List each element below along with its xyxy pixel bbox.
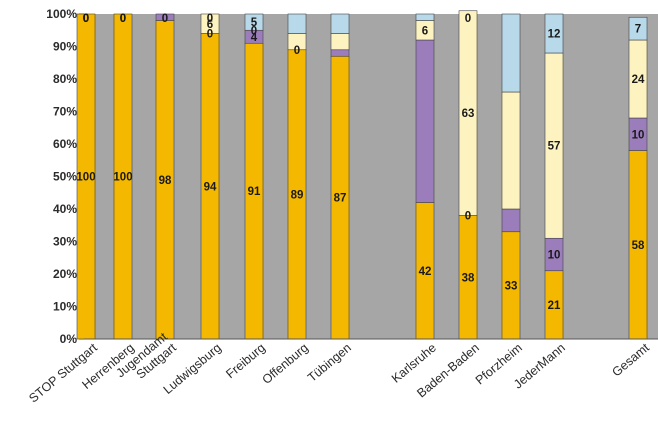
data-label: 98 <box>159 175 172 187</box>
data-label: 12 <box>548 29 561 41</box>
bars <box>76 10 648 340</box>
data-label: 4 <box>251 32 258 44</box>
data-label: 58 <box>632 240 645 252</box>
data-label: 0 <box>162 13 168 25</box>
bar-segment <box>330 13 350 34</box>
data-label: 5 <box>251 17 258 29</box>
y-tick-label: 90% <box>53 40 77 54</box>
y-tick-label: 40% <box>53 202 77 216</box>
x-axis: STOP StuttgartHerrenbergJugendamtStuttga… <box>26 330 658 405</box>
bar-segment <box>330 49 350 57</box>
bar-segment <box>628 16 648 41</box>
data-label: 0 <box>83 13 89 25</box>
data-label: 0 <box>120 13 126 25</box>
bar-segment <box>155 13 175 21</box>
data-label: 24 <box>632 74 645 86</box>
data-label: 0 <box>465 13 471 25</box>
y-tick-label: 70% <box>53 105 77 119</box>
data-label: 21 <box>548 300 561 312</box>
bar-segment <box>501 208 521 233</box>
data-label: 0 <box>294 45 300 57</box>
y-tick-label: 80% <box>53 72 77 86</box>
data-label: 6 <box>422 25 428 37</box>
bar-segment <box>244 13 264 31</box>
bar-segment <box>458 10 478 216</box>
data-label: 89 <box>291 189 304 201</box>
data-label: 38 <box>462 272 475 284</box>
y-tick-label: 0% <box>60 332 78 346</box>
data-label: 6 <box>207 19 213 31</box>
data-label: 7 <box>635 24 641 36</box>
bar-segment <box>200 13 220 34</box>
data-label: 0 <box>207 13 213 25</box>
data-label: 87 <box>334 193 347 205</box>
data-label: 0 <box>120 13 126 25</box>
data-label: 0 <box>207 29 213 41</box>
data-label: 33 <box>505 280 518 292</box>
data-label: 10 <box>548 250 561 262</box>
y-tick-label: 10% <box>53 300 77 314</box>
x-tick-label: Tübingen <box>305 341 354 385</box>
y-tick-label: 20% <box>53 267 77 281</box>
x-tick-label: Offenburg <box>260 341 311 387</box>
data-label: 0 <box>251 25 257 37</box>
data-label: 100 <box>113 172 132 184</box>
data-label: 94 <box>204 181 217 193</box>
bar-segment <box>501 13 521 93</box>
y-tick-label: 100% <box>46 7 77 21</box>
bar-segment <box>330 33 350 51</box>
bar-segment <box>415 39 435 203</box>
data-label: 10 <box>632 129 645 141</box>
data-label: 100 <box>76 172 95 184</box>
data-label: 0 <box>465 211 471 223</box>
data-label: 91 <box>248 186 261 198</box>
y-tick-label: 30% <box>53 235 77 249</box>
bar-segment <box>544 13 564 54</box>
data-label: 42 <box>419 266 432 278</box>
data-label: 63 <box>462 108 475 120</box>
data-label: 0 <box>83 13 89 25</box>
bar-segment <box>415 13 435 21</box>
y-tick-label: 60% <box>53 137 77 151</box>
data-label: 57 <box>548 141 561 153</box>
data-labels: 1000001000098094060914058908742638063033… <box>76 13 645 312</box>
x-tick-label: Gesamt <box>609 340 652 379</box>
bar-segment <box>287 13 307 34</box>
bar-segment <box>501 91 521 210</box>
y-tick-label: 50% <box>53 170 77 184</box>
data-label: 0 <box>83 13 89 25</box>
